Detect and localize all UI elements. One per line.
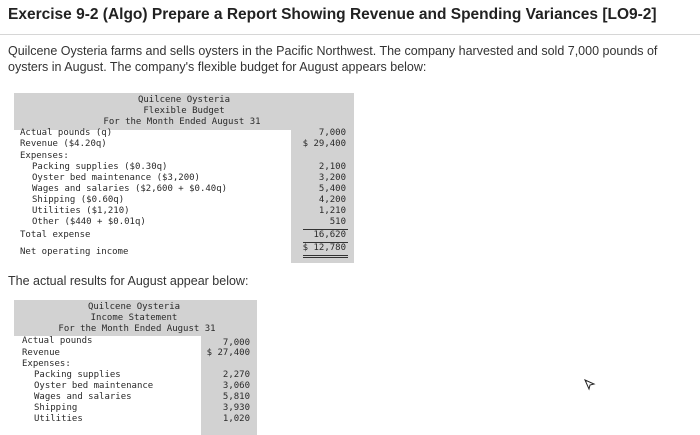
row-label: Revenue ($4.20q)	[20, 139, 107, 149]
row-label: Oyster bed maintenance	[34, 381, 154, 391]
report-title: Flexible Budget	[143, 106, 225, 116]
row-value: 510	[329, 217, 346, 227]
row-label: Expenses:	[22, 359, 71, 369]
row-label: Total expense	[20, 230, 91, 240]
row-label: Oyster bed maintenance ($3,200)	[32, 173, 200, 183]
row-value: 7,000	[318, 128, 346, 138]
row-label: Actual pounds (q)	[20, 128, 113, 138]
exercise-title: Exercise 9-2 (Algo) Prepare a Report Sho…	[8, 6, 657, 23]
row-value: 16,620	[313, 230, 346, 240]
row-label: Other ($440 + $0.01q)	[32, 217, 146, 227]
row-label: Actual pounds	[22, 336, 93, 346]
report-period: For the Month Ended August 31	[58, 324, 216, 334]
row-label: Utilities	[34, 414, 83, 424]
double-underline	[303, 255, 348, 258]
income-statement-table: Quilcene Oysteria Income Statement For t…	[14, 300, 257, 435]
row-label: Shipping ($0.60q)	[32, 195, 125, 205]
income-statement-value-column	[201, 336, 257, 435]
row-label: Packing supplies ($0.30q)	[32, 162, 168, 172]
intro-paragraph: Quilcene Oysteria farms and sells oyster…	[8, 44, 658, 74]
income-statement-header: Quilcene Oysteria Income Statement For t…	[14, 300, 257, 336]
total-underline	[303, 242, 348, 243]
report-period: For the Month Ended August 31	[103, 117, 261, 127]
row-label: Expenses:	[20, 151, 69, 161]
row-label: Utilities ($1,210)	[32, 206, 130, 216]
report-title: Income Statement	[90, 313, 178, 323]
company-name: Quilcene Oysteria	[87, 302, 181, 312]
flexible-budget-value-column	[291, 130, 354, 263]
row-label: Net operating income	[20, 247, 129, 257]
row-value: 7,000	[222, 338, 250, 348]
flexible-budget-table: Quilcene Oysteria Flexible Budget For th…	[14, 93, 354, 263]
row-value: 3,060	[222, 381, 250, 391]
row-label: Wages and salaries ($2,600 + $0.40q)	[32, 184, 228, 194]
row-value: 2,100	[318, 162, 346, 172]
row-value: $ 27,400	[206, 348, 250, 358]
row-label: Wages and salaries	[34, 392, 132, 402]
row-value: $ 29,400	[302, 139, 346, 149]
row-label: Packing supplies	[34, 370, 121, 380]
row-value: 1,020	[222, 414, 250, 424]
row-value: 5,400	[318, 184, 346, 194]
row-value: 3,200	[318, 173, 346, 183]
row-value: 4,200	[318, 195, 346, 205]
company-name: Quilcene Oysteria	[137, 95, 231, 105]
row-label: Shipping	[34, 403, 78, 413]
row-value: 3,930	[222, 403, 250, 413]
row-value: 5,810	[222, 392, 250, 402]
mouse-pointer-icon	[584, 378, 596, 391]
row-label: Revenue	[22, 348, 60, 358]
subtotal-underline	[303, 229, 348, 230]
flexible-budget-header: Quilcene Oysteria Flexible Budget For th…	[14, 93, 354, 130]
row-value: $ 12,780	[302, 243, 346, 253]
row-value: 2,270	[222, 370, 250, 380]
row-value: 1,210	[318, 206, 346, 216]
title-divider	[0, 34, 700, 35]
actual-results-text: The actual results for August appear bel…	[8, 274, 249, 288]
